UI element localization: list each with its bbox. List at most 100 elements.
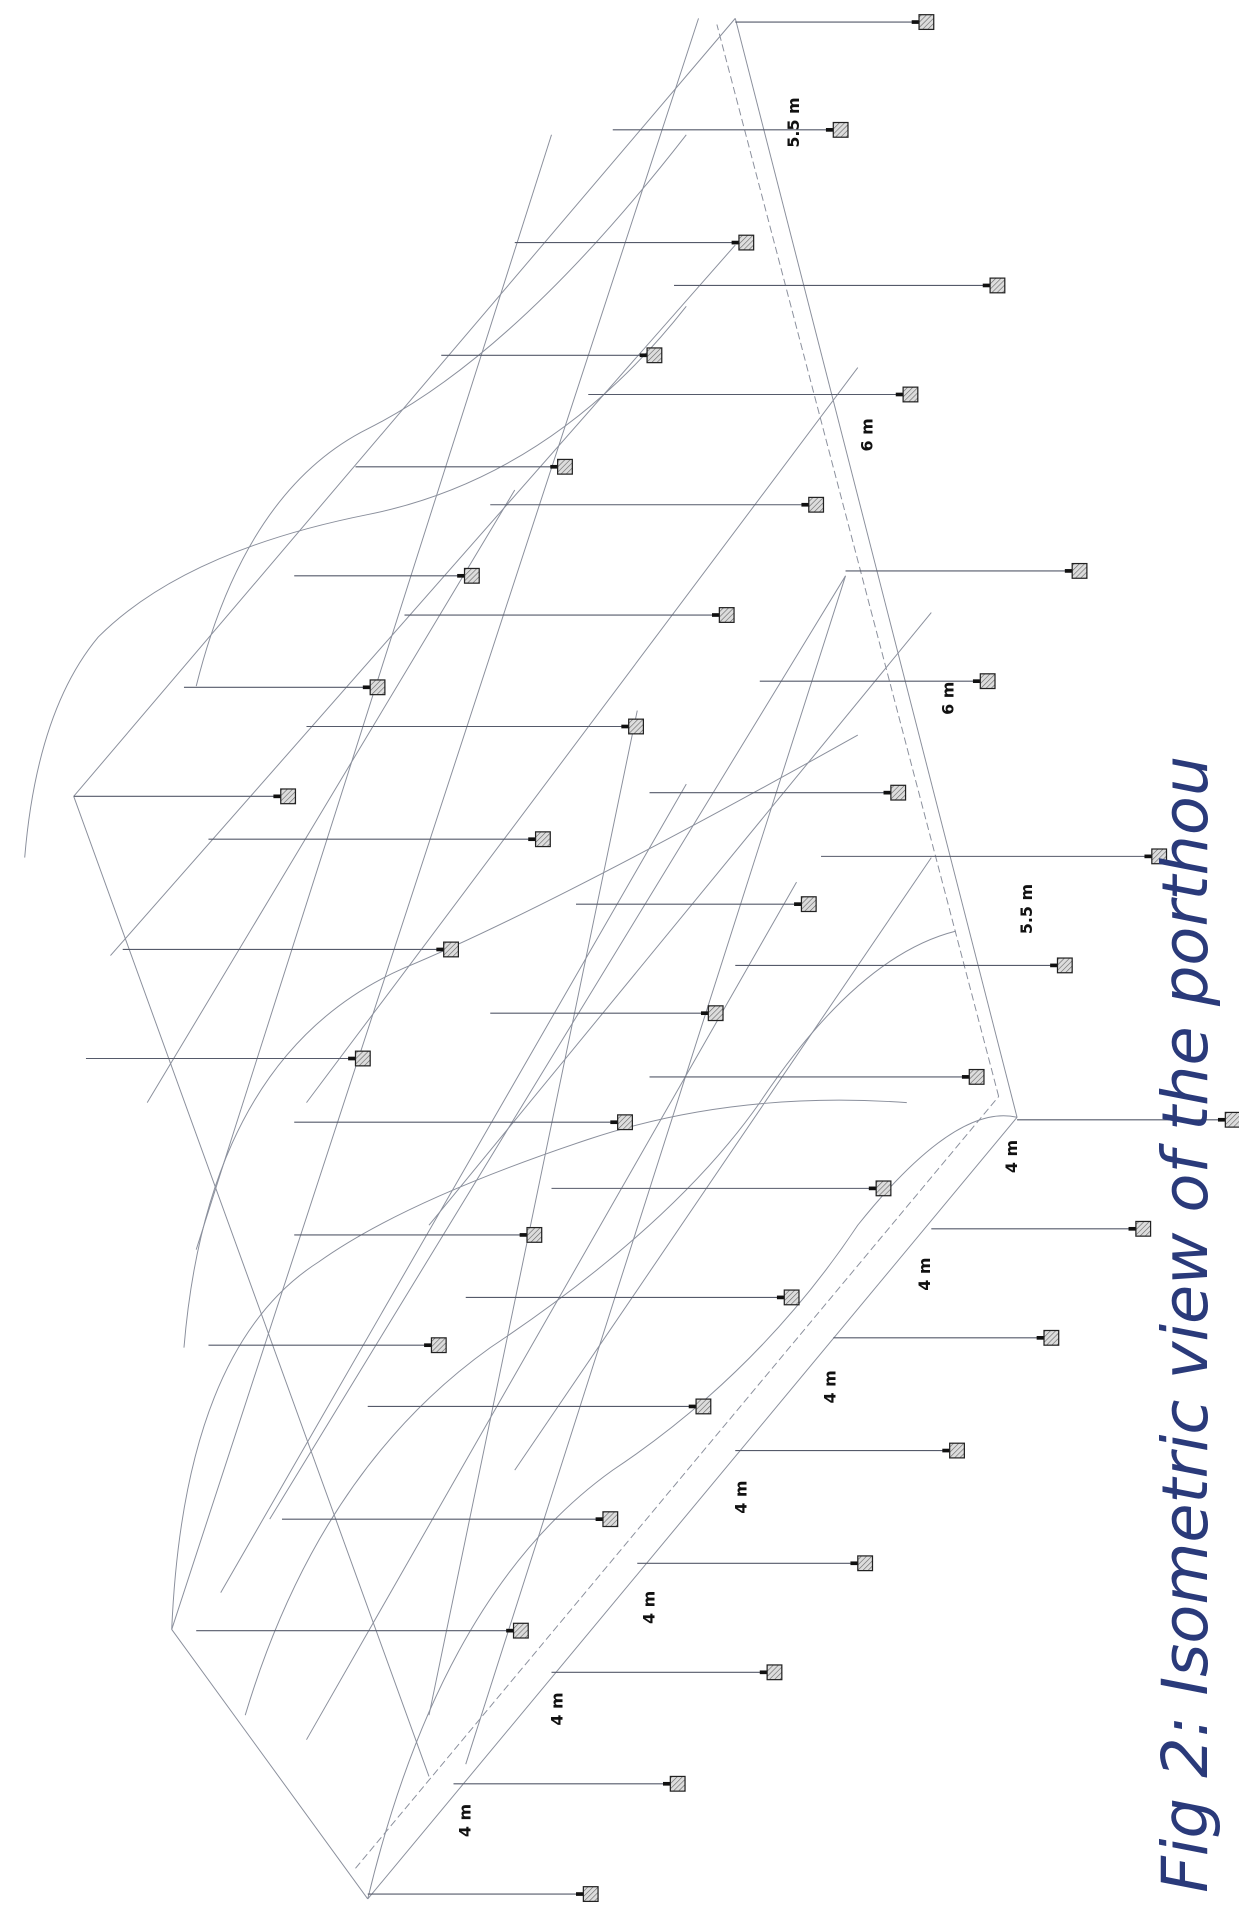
footing bbox=[617, 1114, 633, 1131]
footing bbox=[800, 896, 817, 913]
column-stub bbox=[519, 1233, 528, 1237]
footing bbox=[890, 784, 907, 801]
footing bbox=[857, 1555, 874, 1572]
dimension-label: 4 m bbox=[639, 1591, 658, 1624]
footing bbox=[783, 1289, 800, 1306]
footing bbox=[557, 458, 573, 475]
footing bbox=[695, 1398, 712, 1415]
footing bbox=[766, 1664, 783, 1681]
columns bbox=[73, 14, 1239, 1903]
footing bbox=[354, 1050, 371, 1067]
dimension-label: 4 m bbox=[821, 1370, 840, 1403]
footing bbox=[832, 121, 849, 138]
column-stub bbox=[1064, 569, 1073, 573]
column-stub bbox=[506, 1628, 514, 1633]
edge bbox=[171, 1629, 369, 1900]
column-stub bbox=[1050, 963, 1058, 968]
footing bbox=[526, 1226, 543, 1243]
column-stub bbox=[1128, 1226, 1136, 1231]
footing bbox=[989, 277, 1006, 294]
dimension-label: 4 m bbox=[731, 1481, 750, 1514]
footing bbox=[602, 1511, 619, 1528]
footing bbox=[707, 1005, 724, 1022]
dimension-label: 4 m bbox=[915, 1258, 934, 1291]
column-stub bbox=[436, 947, 444, 952]
column-stub bbox=[972, 679, 981, 684]
column-stub bbox=[825, 128, 834, 132]
footing bbox=[628, 718, 645, 735]
column-stub bbox=[595, 1517, 603, 1521]
column-stub bbox=[711, 613, 720, 617]
column-stub bbox=[688, 1404, 697, 1409]
column-stub bbox=[621, 724, 629, 729]
column-stub bbox=[528, 837, 536, 842]
dimension-label: 6 m bbox=[857, 418, 876, 451]
column-stub bbox=[1036, 1336, 1045, 1340]
column-stub bbox=[700, 1011, 709, 1016]
column-stub bbox=[610, 1120, 618, 1125]
column-stub bbox=[883, 790, 891, 795]
column-stub bbox=[850, 1561, 858, 1566]
arch bbox=[367, 1115, 1018, 1900]
edge bbox=[171, 18, 699, 1630]
brace bbox=[306, 367, 859, 1103]
column-stub bbox=[457, 573, 465, 578]
footing bbox=[512, 1622, 529, 1639]
column-stub bbox=[868, 1186, 877, 1191]
column-stub bbox=[801, 502, 809, 507]
arch bbox=[183, 734, 859, 1348]
column-stub bbox=[424, 1343, 432, 1348]
footing bbox=[443, 941, 460, 958]
edge bbox=[367, 1117, 1018, 1900]
footing bbox=[902, 386, 919, 403]
footing bbox=[875, 1180, 892, 1197]
dimension-label: 4 m bbox=[548, 1692, 567, 1725]
column-stub bbox=[348, 1056, 356, 1061]
frame bbox=[24, 18, 1018, 1900]
column-stub bbox=[794, 902, 802, 906]
column-stub bbox=[895, 392, 904, 397]
column-stub bbox=[776, 1295, 785, 1300]
column-stub bbox=[961, 1075, 970, 1079]
footing bbox=[918, 14, 935, 31]
dimension-label: 5.5 m bbox=[1017, 884, 1036, 934]
edge bbox=[355, 1096, 1000, 1869]
footing bbox=[1071, 562, 1088, 579]
footing bbox=[280, 788, 297, 805]
edge bbox=[734, 18, 1018, 1118]
footing bbox=[968, 1068, 985, 1085]
column-stub bbox=[759, 1670, 768, 1675]
dimension-label: 4 m bbox=[1002, 1140, 1021, 1173]
brace bbox=[110, 244, 736, 956]
brace bbox=[428, 612, 932, 1226]
brace bbox=[514, 857, 932, 1471]
column-stub bbox=[1144, 854, 1152, 859]
footing bbox=[1056, 957, 1073, 974]
column-stub bbox=[576, 1892, 584, 1896]
dimension-label: 5.5 m bbox=[784, 97, 803, 147]
footing bbox=[582, 1886, 599, 1903]
footing bbox=[1151, 848, 1168, 865]
column-stub bbox=[911, 20, 920, 24]
footing bbox=[369, 679, 386, 696]
dimension-label: 4 m bbox=[456, 1804, 475, 1837]
brace bbox=[220, 783, 687, 1593]
footing bbox=[1224, 1111, 1239, 1128]
column-stub bbox=[982, 283, 991, 288]
footing bbox=[1135, 1220, 1152, 1237]
column-stub bbox=[1217, 1117, 1226, 1122]
footing bbox=[808, 496, 825, 513]
arch bbox=[24, 305, 687, 858]
ridge bbox=[73, 18, 736, 797]
arch bbox=[171, 1099, 907, 1630]
column-stub bbox=[639, 353, 648, 358]
column-stub bbox=[550, 464, 558, 469]
ridge bbox=[73, 796, 430, 1777]
brace bbox=[306, 881, 797, 1740]
ridge bbox=[465, 575, 847, 1765]
column-stub bbox=[662, 1781, 671, 1786]
footing bbox=[534, 831, 551, 848]
column-stub bbox=[362, 685, 371, 690]
